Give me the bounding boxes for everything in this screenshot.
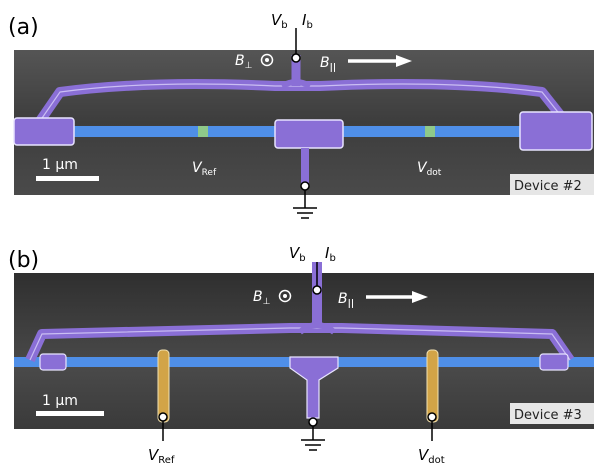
junction-dot [425,126,435,137]
ground-symbol [293,207,317,219]
vdot-label: Vdot [417,160,442,178]
center-gate [289,356,339,419]
dot-terminal [427,412,437,422]
center-pad [274,119,344,149]
vdot-label: Vdot [418,446,445,464]
bias-terminal [312,285,322,295]
bpar-label: B|| [320,55,336,73]
right-pad [519,111,593,151]
sem-image [14,273,594,429]
vb-label: Vb [289,244,306,264]
right-pad [539,353,569,371]
arrow-right-icon [366,291,428,303]
dot-probe [426,349,439,423]
ref-terminal [158,412,168,422]
scale-label: 1 μm [42,393,78,409]
ib-label: Ib [325,244,336,264]
bpar-label: B|| [338,291,354,309]
ground-terminal [308,417,318,427]
junction-ref [198,126,208,137]
out-of-plane-icon [260,53,274,67]
vref-label: VRef [148,446,175,464]
bperp-label: B⊥ [253,289,271,307]
ref-probe [157,349,170,423]
left-pad [39,353,67,371]
bias-terminal [291,53,301,63]
vb-label: Vb [271,11,288,31]
left-pad [13,117,75,146]
scale-label: 1 μm [42,157,78,173]
device-label: Device #2 [514,179,582,194]
vref-label: VRef [192,160,217,178]
bperp-label: B⊥ [235,53,253,71]
panel-label: (a) [8,15,39,40]
scale-bar [36,176,99,181]
device-label: Device #3 [514,408,582,423]
ground-terminal [300,181,310,191]
scale-bar [36,411,104,416]
arrow-right-icon [348,55,412,67]
panel-b: (b) Vb Ib [8,244,594,466]
ground-lead [301,148,309,183]
panel-a: (a) Vb Ib B⊥ B|| [8,11,594,219]
out-of-plane-icon [278,289,292,303]
panel-label: (b) [8,248,39,273]
ib-label: Ib [302,11,313,31]
ground-symbol [301,439,325,451]
